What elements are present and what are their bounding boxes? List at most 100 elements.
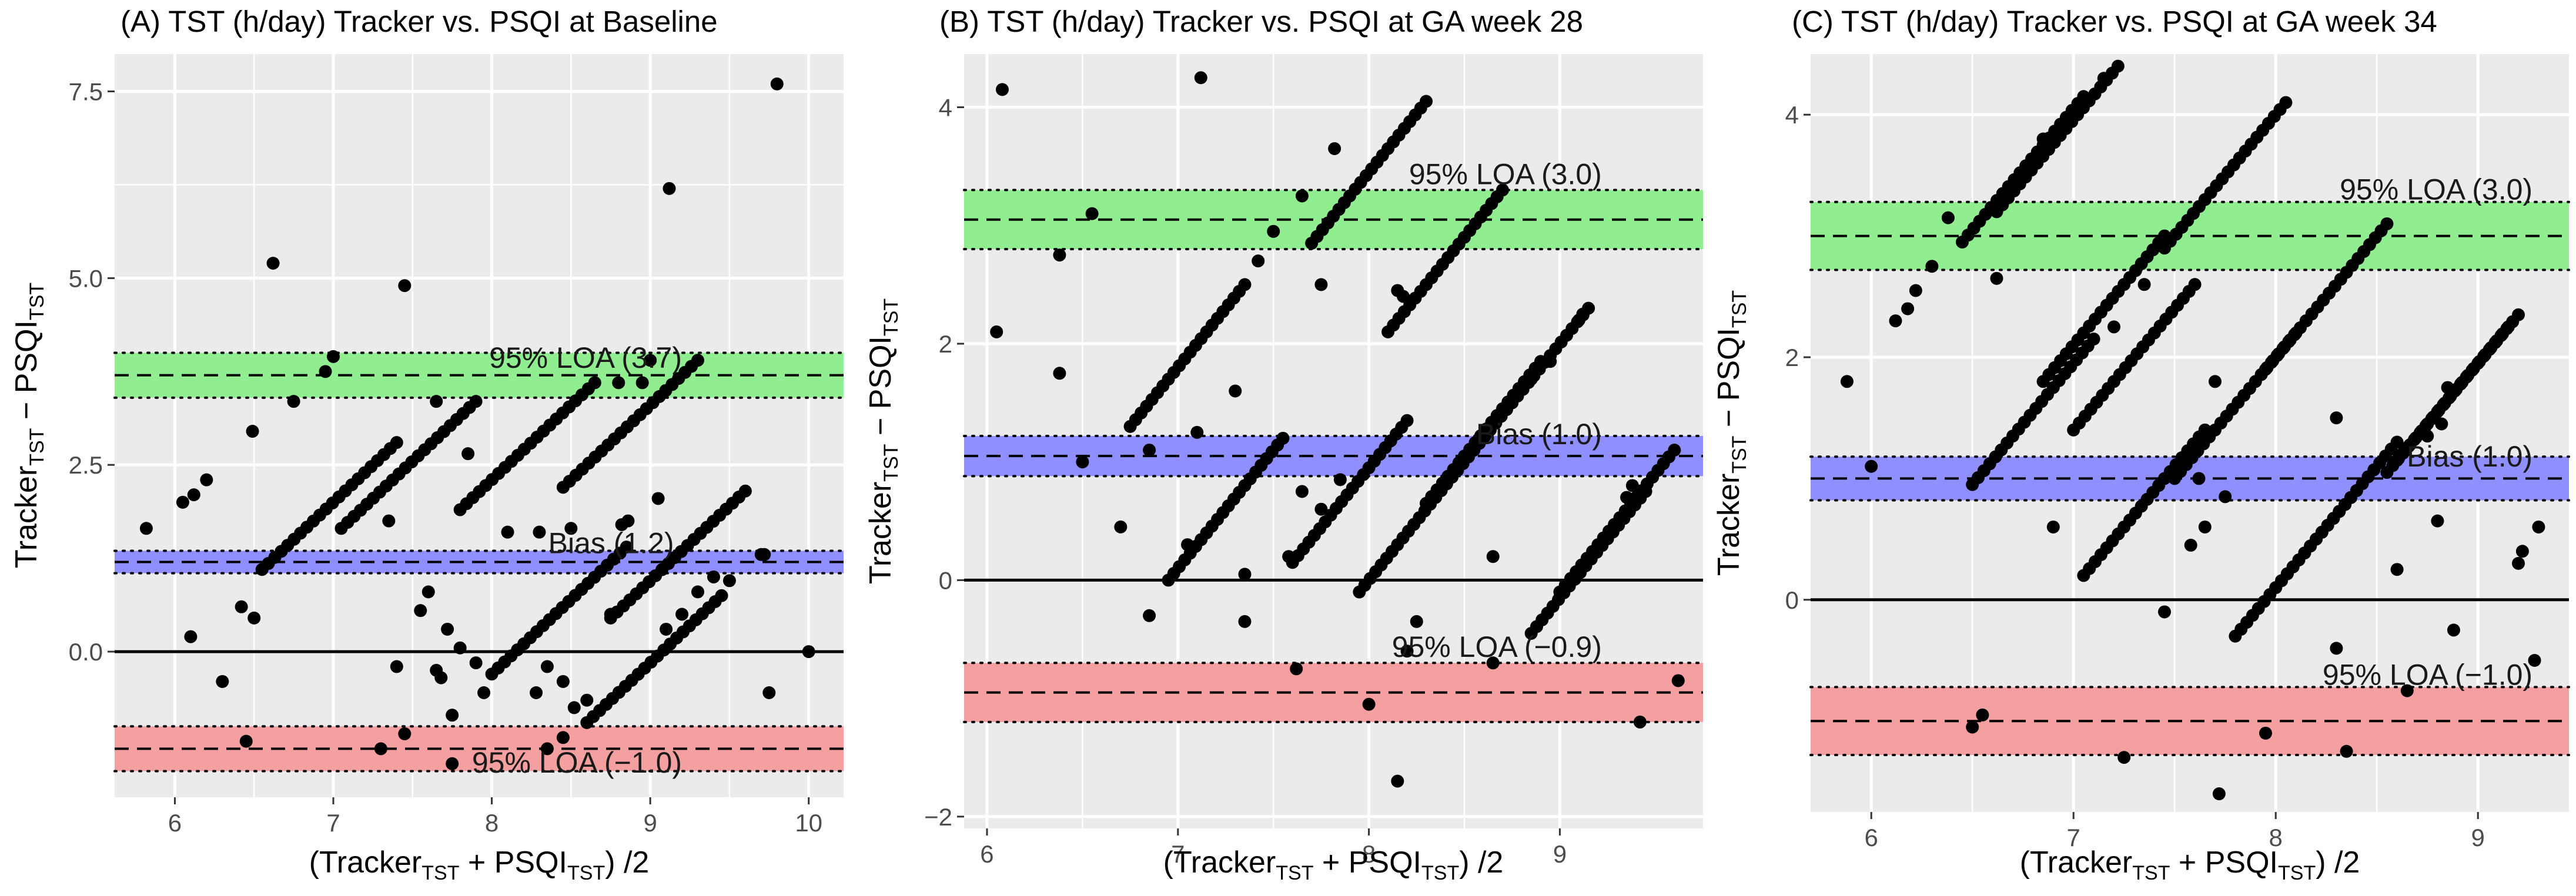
data-point (469, 656, 483, 670)
panel-b-annotations: Bias (1.0) 95% LOA (3.0) 95% LOA (−0.9) (1392, 157, 1602, 663)
data-point (216, 674, 229, 688)
panel-a-title: (A) TST (h/day) Tracker vs. PSQI at Base… (121, 5, 718, 38)
data-point (722, 574, 736, 588)
data-point (1976, 708, 1989, 722)
x-tick-label: 8 (2269, 824, 2283, 851)
data-point (200, 473, 213, 486)
x-tick-label: 8 (485, 809, 499, 837)
data-point (1238, 278, 1252, 291)
data-point (469, 395, 483, 408)
data-point (1925, 260, 1939, 273)
data-point (1276, 431, 1290, 445)
data-point (2390, 435, 2404, 449)
upper-annotation: 95% LOA (3.0) (1409, 157, 1602, 190)
x-tick-label: 8 (1362, 840, 1376, 868)
data-point (1314, 278, 1328, 291)
data-point (540, 660, 554, 673)
data-point (1267, 224, 1280, 238)
data-point (556, 731, 570, 744)
panel-b: (B) TST (h/day) Tracker vs. PSQI at GA w… (864, 5, 1704, 884)
y-tick-label: 7.5 (69, 78, 103, 106)
data-point (1053, 249, 1066, 262)
data-point (2188, 278, 2202, 291)
data-point (1328, 142, 1341, 155)
data-point (1397, 290, 1410, 303)
data-point (802, 645, 815, 659)
data-point (390, 436, 403, 449)
panel-b-agreement-bands (963, 189, 1704, 723)
x-tick-label: 7 (1171, 840, 1185, 868)
x-tick-label: 10 (795, 809, 822, 837)
x-tick-label: 9 (643, 809, 657, 837)
data-point (1295, 485, 1309, 498)
data-point (612, 376, 625, 390)
data-point (1865, 459, 1878, 473)
data-point (2198, 520, 2212, 533)
data-point (1282, 550, 1296, 563)
data-point (1668, 444, 1681, 457)
data-point (446, 757, 459, 770)
data-point (995, 83, 1009, 96)
data-point (2515, 545, 2529, 558)
data-point (1238, 615, 1252, 628)
data-point (1901, 302, 1915, 316)
data-point (762, 686, 776, 700)
data-point (266, 256, 280, 270)
data-point (564, 522, 578, 535)
panel-a-x-axis-label: (TrackerTST + PSQITST) /2 (309, 845, 650, 884)
y-tick-label: 4 (1785, 101, 1799, 129)
data-point (2036, 132, 2050, 146)
y-tick-label: 2 (939, 330, 952, 358)
data-point (1524, 373, 1538, 386)
bias-annotation: Bias (1.0) (2407, 440, 2532, 473)
lower-annotation: 95% LOA (−1.0) (2323, 658, 2532, 691)
data-point (1633, 715, 1647, 729)
data-point (1620, 491, 1634, 504)
panel-a-axis-ticks: 6 7 8 9 10 0.0 2.5 5.0 7.5 (69, 78, 822, 837)
data-point (1966, 720, 1979, 734)
data-point (139, 522, 153, 535)
data-point (2212, 787, 2226, 801)
data-point (1486, 550, 1500, 563)
data-point (2046, 520, 2060, 533)
data-point (2299, 314, 2313, 328)
data-point (1238, 568, 1252, 581)
data-point (374, 742, 387, 756)
data-point (556, 674, 570, 688)
panel-b-x-axis-label: (TrackerTST + PSQITST) /2 (1163, 845, 1504, 884)
data-point (239, 734, 253, 748)
data-point (1143, 609, 1156, 622)
data-point (1143, 444, 1156, 457)
data-point (530, 686, 543, 700)
upper-annotation: 95% LOA (3.0) (2340, 173, 2532, 206)
data-point (588, 376, 601, 390)
data-point (707, 570, 720, 583)
data-point (2192, 472, 2206, 485)
panel-a-agreement-bands (113, 351, 845, 773)
data-point (2512, 308, 2525, 321)
data-point (398, 279, 412, 293)
data-point (621, 514, 635, 528)
y-tick-label: 0.0 (69, 638, 103, 666)
data-point (327, 350, 340, 363)
data-point (247, 611, 261, 625)
data-point (287, 395, 300, 408)
data-point (567, 701, 581, 714)
data-point (1333, 473, 1347, 486)
data-point (1290, 662, 1303, 676)
data-point (2111, 59, 2125, 73)
data-point (319, 365, 332, 378)
data-point (1941, 211, 1955, 224)
panel-c-y-axis-label: TrackerTST − PSQITST (1712, 290, 1751, 576)
data-point (1053, 367, 1066, 380)
data-point (1410, 615, 1423, 628)
panel-a-data-points (139, 77, 815, 770)
lower-annotation: 95% LOA (−0.9) (1392, 630, 1602, 663)
data-point (246, 425, 259, 438)
data-point (2390, 563, 2404, 576)
data-point (187, 488, 200, 502)
data-point (1625, 479, 1639, 492)
bias-annotation: Bias (1.2) (548, 526, 674, 559)
panel-c: (C) TST (h/day) Tracker vs. PSQI at GA w… (1712, 5, 2570, 884)
